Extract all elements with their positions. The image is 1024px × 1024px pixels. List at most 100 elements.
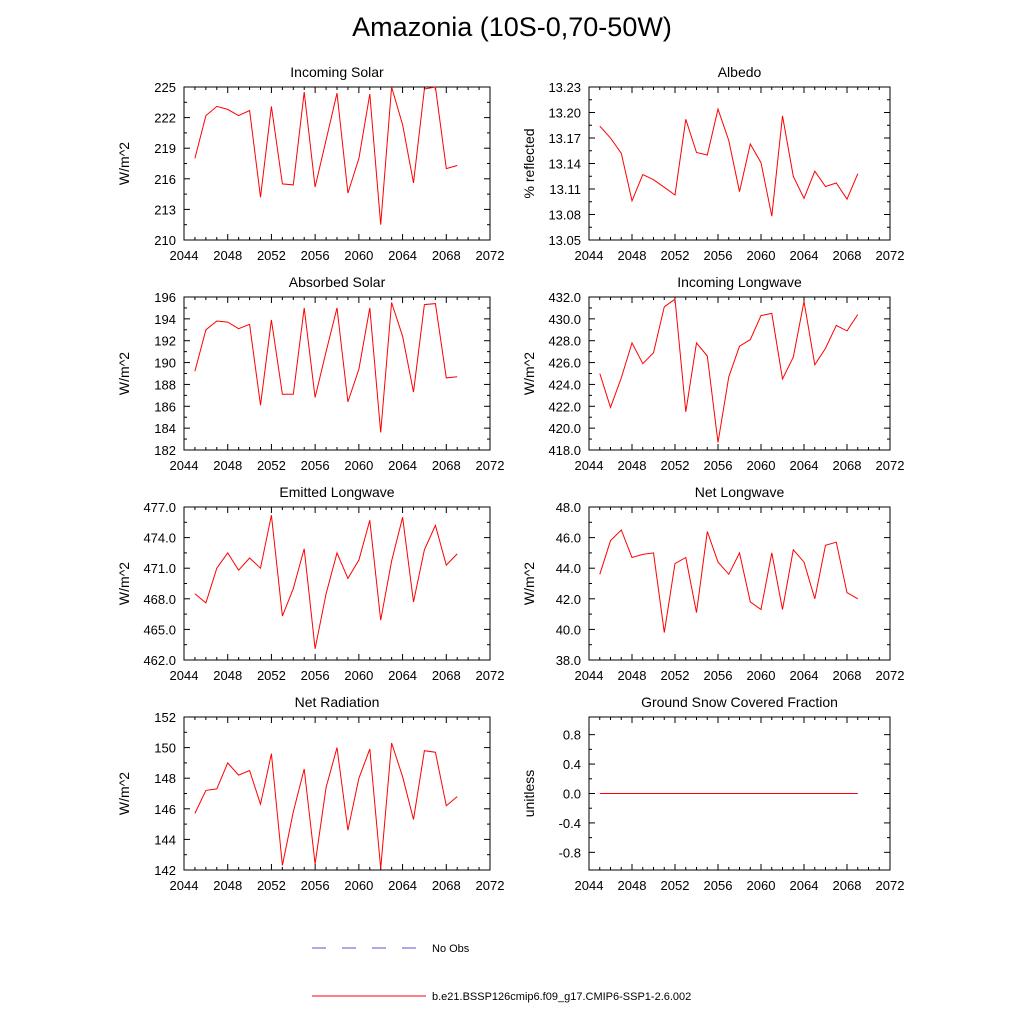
y-tick-label: 44.0 (556, 561, 581, 576)
y-tick-label: 213 (154, 202, 176, 217)
x-tick-label: 2044 (170, 458, 199, 473)
y-tick-label: -0.4 (559, 816, 581, 831)
x-tick-label: 2060 (747, 668, 776, 683)
y-tick-label: 219 (154, 141, 176, 156)
y-axis-label: % reflected (521, 128, 537, 198)
x-tick-label: 2068 (833, 668, 862, 683)
x-tick-label: 2052 (257, 248, 286, 263)
panel-frame (588, 86, 891, 241)
panel-1: Albedo % reflected 2044 2048 2052 2056 2060 206… (521, 64, 904, 263)
y-tick-label: 192 (154, 334, 176, 349)
x-tick-label: 2064 (790, 458, 819, 473)
y-tick-label: 13.11 (549, 182, 581, 197)
panel-title: Net Longwave (695, 484, 785, 500)
legend-no-obs-label: No Obs (432, 943, 470, 955)
y-axis-label: W/m^2 (116, 562, 132, 605)
x-tick-label: 2060 (747, 248, 776, 263)
y-tick-label: 225 (154, 80, 176, 95)
y-tick-label: 184 (154, 421, 176, 436)
page-title: Amazonia (10S-0,70-50W) (352, 12, 672, 42)
x-tick-label: 2048 (618, 458, 647, 473)
x-tick-label: 2064 (790, 248, 819, 263)
x-tick-label: 2060 (344, 458, 373, 473)
y-tick-label: 13.14 (548, 157, 581, 172)
x-tick-label: 2048 (618, 248, 647, 263)
y-tick-label: 13.23 (548, 80, 581, 95)
y-tick-label: 424.0 (548, 377, 581, 392)
x-tick-label: 2052 (661, 668, 690, 683)
y-tick-label: 471.0 (143, 561, 176, 576)
x-tick-label: 2048 (618, 878, 647, 893)
x-tick-label: 2056 (301, 668, 330, 683)
y-tick-label: 152 (154, 710, 176, 725)
x-tick-label: 2052 (257, 668, 286, 683)
x-tick-label: 2064 (388, 878, 417, 893)
x-tick-label: 2052 (661, 878, 690, 893)
x-tick-label: 2072 (876, 458, 905, 473)
x-tick-label: 2044 (170, 878, 199, 893)
y-tick-label: 468.0 (143, 592, 176, 607)
x-tick-label: 2068 (833, 248, 862, 263)
panel-title: Incoming Solar (290, 64, 384, 80)
x-tick-label: 2060 (344, 878, 373, 893)
x-tick-label: 2044 (575, 668, 604, 683)
y-tick-label: 40.0 (556, 622, 581, 637)
x-tick-label: 2044 (575, 458, 604, 473)
x-tick-label: 2044 (170, 248, 199, 263)
series-line-0 (599, 529, 859, 633)
y-tick-label: 420.0 (548, 421, 581, 436)
y-tick-label: 13.20 (548, 106, 581, 121)
y-tick-label: 182 (154, 443, 176, 458)
x-tick-label: 2052 (257, 458, 286, 473)
x-tick-label: 2068 (432, 668, 461, 683)
panel-frame (183, 296, 491, 451)
x-tick-label: 2056 (704, 248, 733, 263)
y-tick-label: 13.08 (548, 208, 581, 223)
x-tick-label: 2056 (704, 878, 733, 893)
y-axis-label: W/m^2 (116, 142, 132, 185)
y-tick-label: 430.0 (548, 312, 581, 327)
panel-title: Net Radiation (295, 694, 380, 710)
panel-7: Ground Snow Covered Fraction unitless 2044… (521, 694, 904, 893)
y-tick-label: 196 (154, 290, 176, 305)
x-tick-label: 2048 (213, 248, 242, 263)
x-tick-label: 2064 (790, 668, 819, 683)
x-tick-label: 2064 (790, 878, 819, 893)
y-tick-label: 210 (154, 233, 176, 248)
y-tick-label: 432.0 (548, 290, 581, 305)
y-tick-label: 46.0 (556, 531, 581, 546)
y-tick-label: 462.0 (143, 653, 176, 668)
y-axis-label: W/m^2 (116, 772, 132, 815)
x-tick-label: 2044 (575, 878, 604, 893)
y-tick-label: 194 (154, 312, 176, 327)
y-tick-label: 428.0 (548, 334, 581, 349)
x-tick-label: 2072 (476, 668, 505, 683)
series-line-0 (599, 107, 859, 217)
x-tick-label: 2052 (661, 458, 690, 473)
x-tick-label: 2072 (876, 248, 905, 263)
x-tick-label: 2060 (747, 458, 776, 473)
y-tick-label: 222 (154, 111, 176, 126)
y-tick-label: 42.0 (556, 592, 581, 607)
y-tick-label: 38.0 (556, 653, 581, 668)
y-tick-label: 216 (154, 172, 176, 187)
y-axis-label: unitless (521, 770, 537, 817)
x-tick-label: 2068 (833, 878, 862, 893)
x-tick-label: 2072 (476, 248, 505, 263)
y-tick-label: 150 (154, 741, 176, 756)
y-tick-label: 0.4 (563, 757, 581, 772)
x-tick-label: 2052 (661, 248, 690, 263)
y-tick-label: 477.0 (143, 500, 176, 515)
panel-2: Absorbed Solar W/m^2 2044 2048 2052 2056 2060 2… (116, 274, 504, 473)
x-tick-label: 2072 (476, 878, 505, 893)
series-line-0 (194, 515, 458, 649)
x-tick-label: 2056 (301, 248, 330, 263)
panel-frame (183, 506, 491, 661)
panel-title: Ground Snow Covered Fraction (641, 694, 838, 710)
y-tick-label: 142 (154, 863, 176, 878)
y-tick-label: 146 (154, 802, 176, 817)
y-tick-label: 426.0 (548, 356, 581, 371)
x-tick-label: 2056 (704, 458, 733, 473)
y-tick-label: 13.17 (548, 131, 581, 146)
y-tick-label: 144 (154, 832, 176, 847)
